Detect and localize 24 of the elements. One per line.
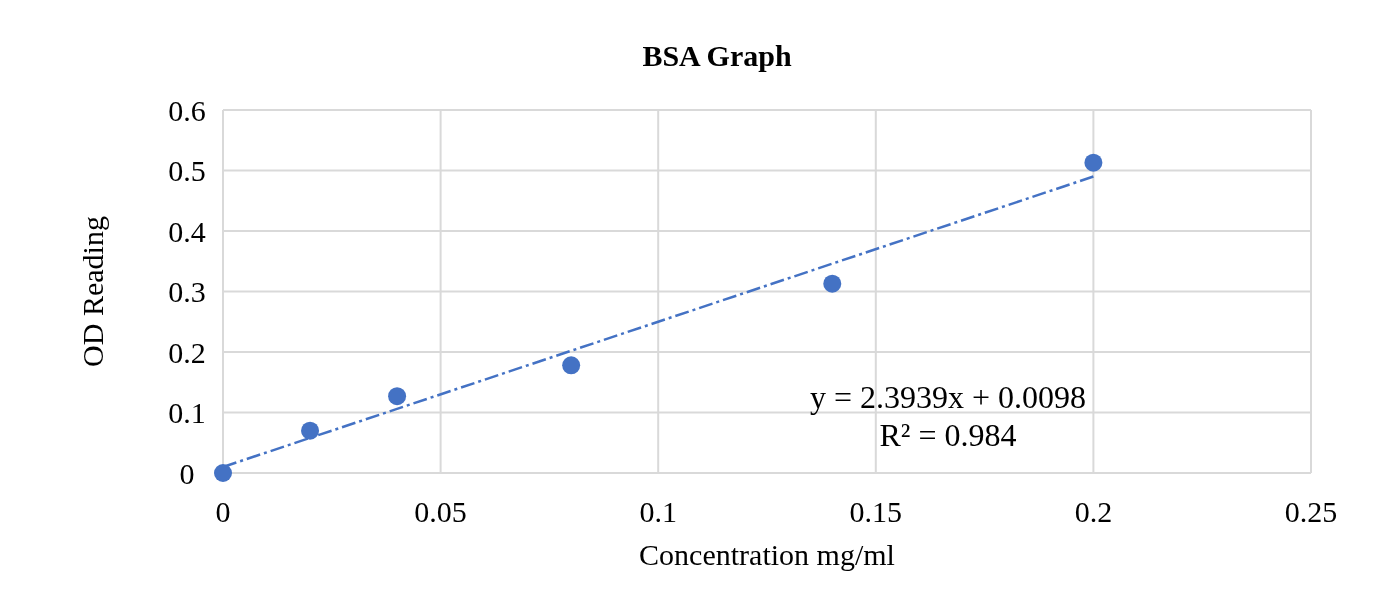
annotation: R² = 0.984 bbox=[879, 417, 1017, 453]
x-tick-label: 0.2 bbox=[1074, 495, 1113, 528]
y-tick-label: 0 bbox=[179, 456, 195, 490]
y-tick-label: 0.2 bbox=[168, 335, 206, 369]
x-tick-label: 0.25 bbox=[1284, 495, 1338, 528]
y-axis-title: OD Reading bbox=[76, 216, 109, 367]
y-tick-label: 0.6 bbox=[168, 93, 206, 127]
point bbox=[562, 356, 581, 375]
x-tick-label: 0.05 bbox=[414, 495, 467, 528]
annotation: y = 2.3939x + 0.0098 bbox=[809, 379, 1087, 415]
point bbox=[388, 387, 407, 406]
point bbox=[301, 421, 320, 440]
y-tick-label: 0.4 bbox=[168, 214, 206, 248]
y-tick-label: 0.3 bbox=[168, 275, 206, 308]
x-tick-label: 0.1 bbox=[639, 495, 677, 528]
x-axis-title: Concentration mg/ml bbox=[639, 538, 895, 571]
chart-title: BSA Graph bbox=[642, 39, 792, 72]
point bbox=[823, 274, 842, 293]
y-tick-label: 0.1 bbox=[168, 396, 206, 429]
x-tick-label: 0.15 bbox=[849, 495, 903, 528]
y-tick-label: 0.5 bbox=[168, 154, 206, 187]
point bbox=[1084, 153, 1103, 172]
point bbox=[214, 464, 232, 482]
x-tick-label: 0 bbox=[215, 495, 231, 528]
